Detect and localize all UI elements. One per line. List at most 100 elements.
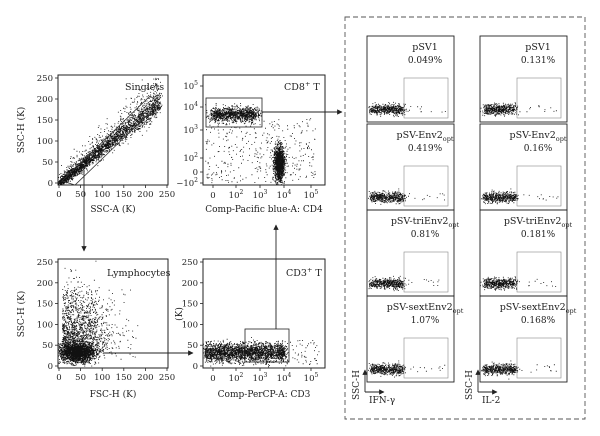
event-dots — [480, 276, 557, 291]
cd3-gate — [244, 328, 290, 363]
positive-gate — [516, 251, 562, 293]
cd3-x-tick-label: 102 — [229, 372, 244, 384]
positive-gate — [516, 165, 562, 207]
cd3-x-tick-label: 105 — [304, 372, 319, 384]
singlets-plot-frame — [57, 74, 169, 186]
grid-cell-frame — [479, 295, 568, 383]
event-dots — [58, 75, 163, 185]
cd8-plot-frame — [202, 74, 326, 186]
singlets-x-tick-label: 50 — [75, 190, 86, 200]
cd8-y-tick-label: 104 — [183, 101, 198, 113]
positive-gate — [403, 77, 449, 119]
cd8-x-tick-label: 103 — [253, 189, 268, 201]
construct-label: pSV-triEnv2opt — [504, 216, 573, 229]
cd3-y-tick-label: 250 — [182, 258, 198, 268]
cd8-y-tick-label: 103 — [183, 124, 198, 136]
lymphocytes-panel: Lymphocytes 0 50 100 150 200 250 0 50 100 150 200… — [16, 258, 175, 400]
singlets-title: Singlets — [125, 82, 164, 93]
percentage-label: 0.131% — [521, 56, 556, 66]
cd8-x-tick-label: 105 — [304, 189, 319, 201]
cd8-x-ticks: 0 102 103 104 105 — [210, 185, 319, 201]
cd8-x-tick-label: 102 — [229, 189, 244, 201]
event-dots — [58, 260, 139, 367]
event-dots — [203, 337, 320, 368]
singlets-y-tick-label: 150 — [37, 116, 53, 126]
singlets-y-ticks: 0 50 100 150 200 250 — [37, 74, 58, 189]
cd3-scatter-dots — [203, 337, 320, 368]
percentage-label: 0.168% — [521, 316, 556, 326]
percentage-label: 0.419% — [408, 144, 443, 154]
cd3-plot-frame — [202, 258, 326, 369]
cd3-x-tick-label: 0 — [210, 374, 215, 384]
ifn-axis-indicator: SSC-H IFN-γ — [352, 369, 395, 406]
cd3-y-tick-label: 150 — [182, 300, 198, 310]
il2-x-label: IL-2 — [482, 396, 500, 406]
lymphocytes-y-tick-label: 0 — [48, 362, 53, 372]
singlets-panel: Singlets 0 50 100 150 200 250 0 50 100 150 200 250… — [16, 74, 175, 215]
grid-cell-frame — [366, 35, 455, 123]
cd3-x-label: Comp-PerCP-A: CD3 — [218, 390, 311, 400]
cd3-y-tick-label: 200 — [182, 279, 198, 289]
singlets-x-tick-label: 0 — [56, 190, 61, 200]
cd8-x-label: Comp-Pacific blue-A: CD4 — [205, 205, 323, 215]
lymphocytes-y-tick-label: 200 — [37, 279, 53, 289]
percentage-label: 0.181% — [521, 230, 556, 240]
event-dots — [481, 188, 559, 205]
singlets-y-label: SSC-H (K) — [16, 107, 27, 154]
lymphocytes-plot-frame — [57, 258, 169, 369]
lymphocytes-y-tick-label: 250 — [37, 258, 53, 268]
event-dots — [205, 103, 316, 185]
percentage-label: 0.81% — [411, 230, 440, 240]
singlets-y-tick-label: 0 — [48, 179, 53, 189]
singlets-x-tick-label: 250 — [159, 190, 175, 200]
cd3-panel: CD3+ T 0 102 103 104 105 0 50 100 150 200 250 Com… — [174, 258, 326, 400]
lymphocytes-x-tick-label: 100 — [94, 373, 110, 383]
singlets-x-ticks: 0 50 100 150 200 250 — [56, 185, 175, 200]
cd8-x-tick-label: 0 — [210, 191, 215, 201]
lymphocytes-x-label: FSC-H (K) — [90, 389, 137, 400]
cd3-x-tick-label: 104 — [277, 372, 292, 384]
singlets-y-tick-label: 100 — [37, 137, 53, 147]
grid-cell-frame — [479, 35, 568, 123]
lymphocytes-x-tick-label: 50 — [75, 373, 86, 383]
grid-cell-frame — [366, 295, 455, 383]
grid-cell-il2-1: pSV1 0.131% — [479, 35, 568, 123]
lymphocytes-x-tick-label: 150 — [116, 373, 132, 383]
cd3-y-label: (K) — [174, 307, 185, 321]
positive-gate — [403, 337, 449, 379]
construct-label: pSV1 — [525, 42, 551, 53]
positive-gate — [516, 337, 562, 379]
cd8-y-tick-label: 0 — [193, 168, 198, 178]
event-dots — [480, 102, 557, 117]
construct-label: pSV-Env2opt — [397, 130, 454, 143]
lymphocytes-scatter-dots — [58, 260, 139, 367]
singlets-y-tick-label: 200 — [37, 95, 53, 105]
singlets-x-tick-label: 100 — [94, 190, 110, 200]
singlets-scatter-dots — [58, 75, 163, 185]
lymphocytes-y-tick-label: 100 — [37, 320, 53, 330]
grid-dashed-border — [344, 16, 586, 420]
cd3-y-tick-label: 0 — [193, 362, 198, 372]
lymphocytes-x-tick-label: 250 — [159, 373, 175, 383]
percentage-label: 0.16% — [524, 144, 553, 154]
event-dots — [368, 101, 446, 118]
cd8-scatter-dots — [205, 103, 316, 185]
cd3-x-tick-label: 103 — [253, 372, 268, 384]
cd8-y-tick-label: −102 — [176, 177, 198, 189]
cd3-y-ticks: 0 50 100 150 200 250 — [182, 258, 203, 372]
cd8-x-tick-label: 104 — [277, 189, 292, 201]
cd3-x-ticks: 0 102 103 104 105 — [210, 368, 319, 384]
singlets-y-tick-label: 50 — [42, 158, 53, 168]
positive-gate — [403, 251, 449, 293]
singlets-x-tick-label: 200 — [137, 190, 153, 200]
lymphocytes-title: Lymphocytes — [107, 268, 171, 279]
grid-cell-ifn-1: pSV1 0.049% — [366, 35, 455, 123]
construct-label: pSV-Env2opt — [510, 130, 567, 143]
